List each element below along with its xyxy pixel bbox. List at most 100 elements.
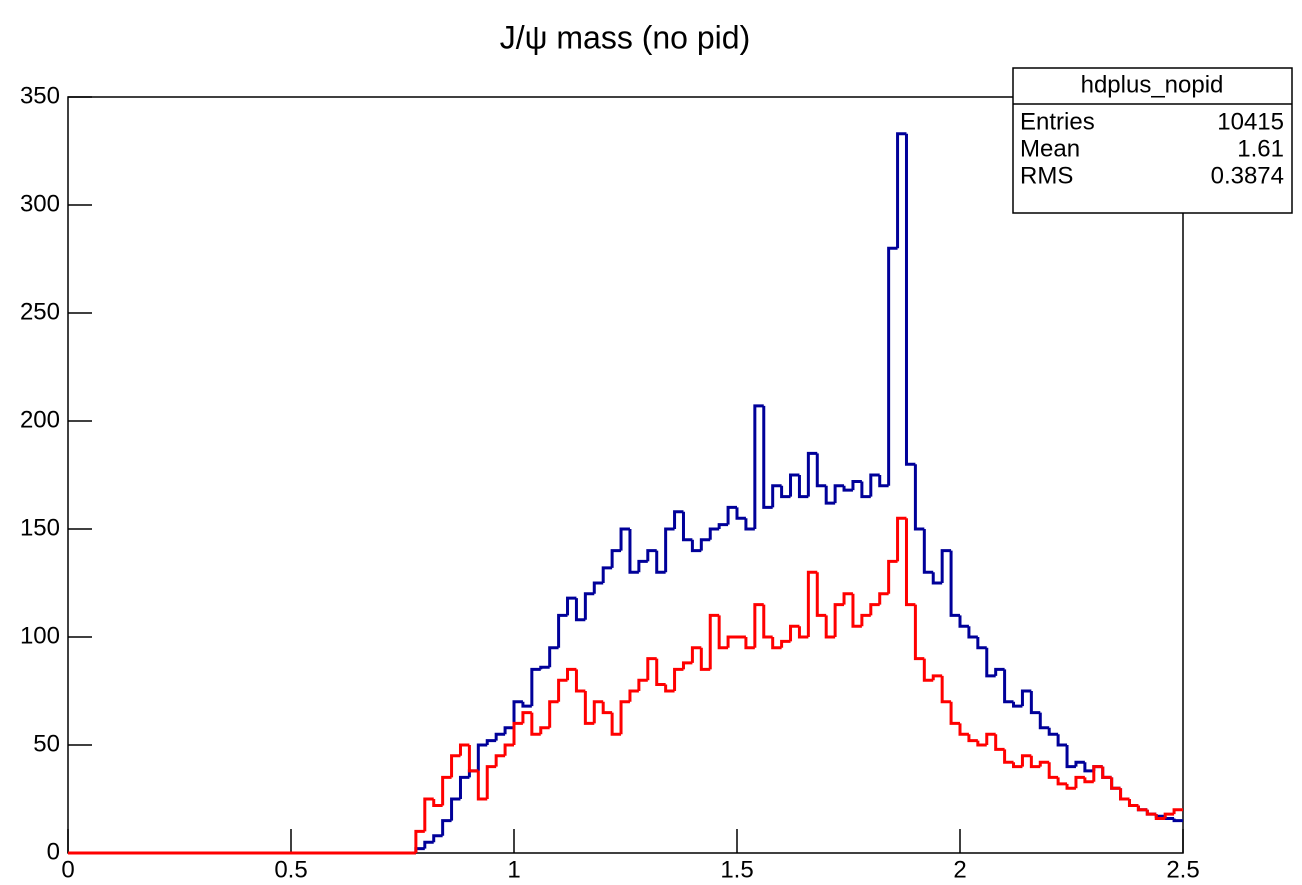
histogram-bin [441, 775, 452, 806]
histogram-bin [450, 754, 461, 778]
stats-value: 10415 [1217, 108, 1284, 135]
histogram-bin [949, 550, 960, 617]
histogram-bin [485, 765, 497, 799]
histogram-bin [931, 674, 943, 681]
histogram-bin [1145, 809, 1157, 816]
histogram-bin [583, 691, 595, 725]
histogram-bin [1172, 808, 1183, 815]
histogram-bin [878, 475, 889, 488]
histogram-bin [771, 637, 782, 650]
stats-value: 0.3874 [1211, 162, 1284, 189]
histogram-bin [1020, 689, 1032, 707]
histogram-bin [789, 473, 800, 497]
histogram-bin [717, 615, 729, 650]
histogram-bin [681, 511, 693, 542]
histogram-bin [539, 726, 550, 735]
histogram-bin [673, 667, 684, 691]
histogram-bin [601, 566, 613, 583]
histogram-bin [708, 527, 720, 540]
histogram-bin [958, 615, 969, 628]
histogram-bin [940, 549, 952, 583]
histogram-bin [664, 527, 675, 573]
histogram-bin [896, 132, 907, 249]
histogram-bin [1074, 775, 1085, 789]
histogram-bin [1065, 783, 1076, 790]
histogram-bin [789, 624, 800, 642]
histogram-bin [512, 700, 523, 728]
histogram-bin [557, 613, 568, 648]
histogram-bin [1163, 812, 1175, 819]
histogram-bin [539, 665, 550, 670]
histogram-bin [664, 684, 675, 693]
histogram-bin [637, 678, 648, 691]
histogram-bin [860, 481, 871, 499]
y-tick-label: 100 [20, 622, 60, 649]
histogram-bin [503, 726, 514, 735]
histogram-bin [414, 829, 425, 853]
x-tick-label: 1 [507, 856, 520, 883]
y-tick-label: 300 [20, 190, 60, 217]
histogram-bin [985, 732, 996, 745]
histogram-bin [601, 701, 613, 715]
histogram-bin [1012, 701, 1023, 708]
histogram-bin [1172, 818, 1183, 823]
histogram-bin [833, 484, 845, 504]
histogram-bin [994, 667, 1005, 676]
histogram-bin [637, 559, 648, 573]
histogram-bin [744, 637, 755, 650]
x-tick-label: 0.5 [274, 856, 307, 883]
histogram-bin [958, 723, 969, 736]
histogram-bin [717, 523, 729, 529]
histogram-bin [1127, 799, 1139, 807]
stats-label: Mean [1020, 135, 1080, 162]
histogram-bin [530, 712, 541, 736]
histogram-bin [878, 592, 889, 605]
histogram-bin [922, 529, 934, 574]
histogram-bin [967, 626, 978, 639]
histogram-bin [1065, 745, 1076, 769]
histogram-bin [1101, 766, 1112, 779]
histogram-bin [583, 592, 595, 620]
histogram-bin [976, 740, 987, 747]
histogram-bin [619, 700, 630, 735]
y-tick-label: 350 [20, 82, 60, 109]
histogram-bin [458, 743, 470, 756]
histogram-bin [780, 485, 791, 499]
histogram-bin [1110, 777, 1121, 790]
histogram-bin [1136, 805, 1148, 812]
histogram-bin [940, 675, 952, 704]
y-tick-label: 250 [20, 298, 60, 325]
histogram-bin [521, 711, 532, 724]
histogram-bin [646, 657, 657, 681]
histogram-bin [842, 485, 853, 492]
histogram-bin [485, 739, 497, 745]
histogram-bin [690, 646, 702, 663]
histogram-bin [976, 637, 987, 650]
histogram-bin [1154, 814, 1166, 820]
histogram-bin [735, 507, 746, 520]
histogram-bin [494, 754, 506, 767]
histogram-bin [904, 518, 916, 607]
histogram-bin [1092, 765, 1103, 782]
histogram-bin [967, 734, 978, 743]
histogram-bin [450, 797, 461, 821]
histogram-bin [1029, 691, 1041, 715]
histogram-bin [673, 510, 684, 529]
histogram-bin [708, 613, 720, 670]
histogram-bin [824, 485, 836, 505]
histogram-bin [1038, 760, 1050, 767]
histogram-bin [441, 819, 452, 836]
histogram-bin [699, 647, 711, 671]
plot-frame [67, 96, 1184, 854]
histogram-bin [806, 451, 818, 497]
histogram-bin [913, 604, 925, 661]
histogram-bin [1119, 788, 1130, 801]
histogram-bin [851, 479, 862, 491]
y-tick-label: 0 [47, 838, 60, 865]
stats-value: 1.61 [1237, 135, 1284, 162]
histogram-bin [566, 596, 577, 616]
histogram-bin [423, 840, 434, 849]
histogram-bin [753, 404, 764, 529]
histogram-bin [1029, 755, 1041, 769]
